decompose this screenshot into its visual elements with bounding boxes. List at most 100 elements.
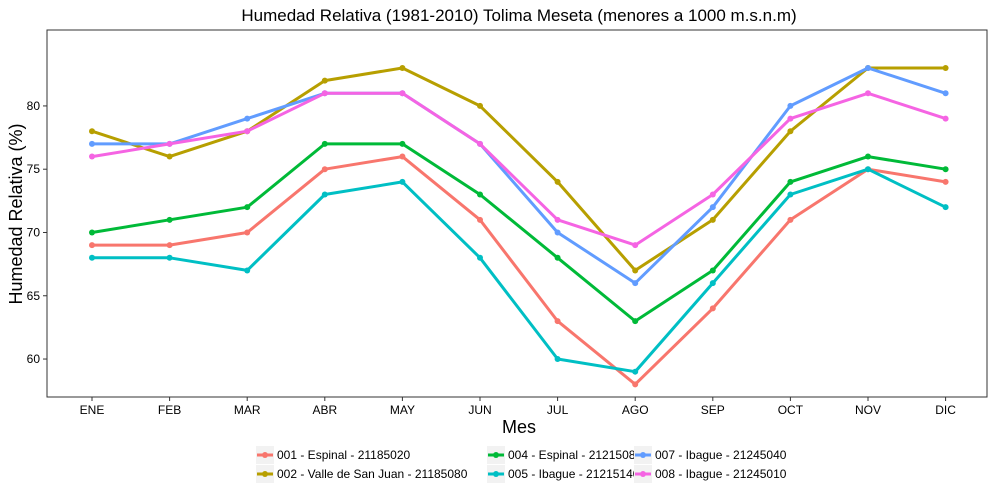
data-point — [632, 381, 639, 388]
data-point — [865, 64, 871, 71]
x-tick-label: JUN — [468, 403, 491, 417]
data-point — [166, 153, 173, 160]
series-line — [90, 91, 948, 247]
data-point — [321, 140, 328, 147]
x-tick-label: ABR — [312, 403, 337, 417]
data-point — [709, 267, 716, 274]
data-point — [787, 216, 794, 223]
data-point — [244, 267, 251, 274]
data-point — [942, 115, 949, 122]
y-tick-label: 60 — [27, 352, 41, 366]
data-point — [787, 115, 794, 122]
data-point — [399, 153, 406, 160]
data-point — [477, 102, 483, 109]
x-axis-title: Mes — [502, 417, 536, 437]
data-point — [89, 242, 95, 249]
data-point — [942, 64, 949, 71]
series-line — [90, 66, 948, 285]
y-tick-label: 80 — [27, 99, 41, 113]
data-point — [399, 64, 406, 71]
data-point — [632, 368, 639, 375]
data-point — [554, 318, 561, 325]
x-tick-label: OCT — [778, 403, 804, 417]
data-point — [244, 229, 251, 236]
series-2 — [89, 140, 949, 325]
data-point — [632, 280, 639, 287]
series-line — [90, 167, 948, 374]
data-point — [89, 140, 95, 147]
data-point — [554, 178, 561, 185]
legend-label: 007 - Ibague - 21245040 — [655, 448, 787, 462]
data-point — [632, 242, 639, 249]
legend-item: 005 - Ibague - 21215140 — [487, 465, 640, 483]
data-point — [89, 254, 95, 261]
x-tick-label: FEB — [158, 403, 181, 417]
data-point — [787, 128, 794, 135]
legend-key-point — [493, 452, 499, 458]
data-point — [787, 102, 794, 109]
x-tick-label: MAY — [390, 403, 415, 417]
data-point — [865, 166, 871, 173]
legend: 001 - Espinal - 21185020 002 - Valle de S… — [256, 446, 787, 483]
legend-key-point — [640, 452, 646, 458]
series-5 — [89, 90, 949, 249]
y-tick-label: 65 — [27, 289, 41, 303]
legend-item: 004 - Espinal - 21215080 — [487, 446, 642, 464]
data-point — [166, 254, 173, 261]
data-point — [554, 229, 561, 236]
data-point — [321, 166, 328, 173]
x-tick-label: NOV — [855, 403, 881, 417]
series-line — [90, 155, 948, 386]
data-point — [166, 242, 173, 249]
data-point — [554, 216, 561, 223]
data-point — [942, 178, 949, 185]
y-axis-title: Humedad Relativa (%) — [6, 123, 26, 304]
data-point — [632, 318, 639, 325]
y-tick-label: 70 — [27, 225, 41, 239]
data-point — [554, 356, 561, 363]
data-point — [321, 90, 328, 97]
data-point — [787, 178, 794, 185]
series-3 — [89, 166, 949, 375]
data-point — [89, 153, 95, 160]
x-tick-label: DIC — [935, 403, 956, 417]
legend-label: 004 - Espinal - 21215080 — [508, 448, 642, 462]
legend-item: 007 - Ibague - 21245040 — [634, 446, 787, 464]
data-point — [321, 77, 328, 84]
data-point — [399, 90, 406, 97]
data-point — [477, 254, 483, 261]
x-tick-label: AGO — [622, 403, 649, 417]
data-point — [709, 204, 716, 211]
legend-label: 002 - Valle de San Juan - 21185080 — [277, 467, 468, 481]
x-tick-label: ENE — [80, 403, 105, 417]
data-point — [709, 191, 716, 198]
data-point — [89, 128, 95, 135]
y-axis: 60 65 70 75 80 — [27, 99, 47, 366]
legend-item: 001 - Espinal - 21185020 — [256, 446, 411, 464]
series-line — [90, 142, 948, 323]
x-tick-label: MAR — [234, 403, 261, 417]
series-0 — [89, 153, 949, 388]
legend-key-point — [640, 471, 646, 477]
data-point — [244, 115, 251, 122]
legend-label: 008 - Ibague - 21245010 — [655, 467, 787, 481]
data-point — [166, 216, 173, 223]
legend-item: 002 - Valle de San Juan - 21185080 — [256, 465, 468, 483]
legend-label: 005 - Ibague - 21215140 — [508, 467, 640, 481]
data-point — [865, 90, 871, 97]
data-point — [477, 191, 483, 198]
legend-key-point — [262, 471, 268, 477]
legend-key-point — [262, 452, 268, 458]
data-point — [399, 140, 406, 147]
data-point — [477, 216, 483, 223]
data-point — [477, 140, 483, 147]
chart-title: Humedad Relativa (1981-2010) Tolima Mese… — [241, 6, 796, 25]
data-point — [554, 254, 561, 261]
data-point — [399, 178, 406, 185]
data-point — [709, 280, 716, 287]
series-layer — [89, 64, 949, 388]
series-line — [90, 66, 948, 272]
legend-label: 001 - Espinal - 21185020 — [277, 448, 411, 462]
data-point — [321, 191, 328, 198]
